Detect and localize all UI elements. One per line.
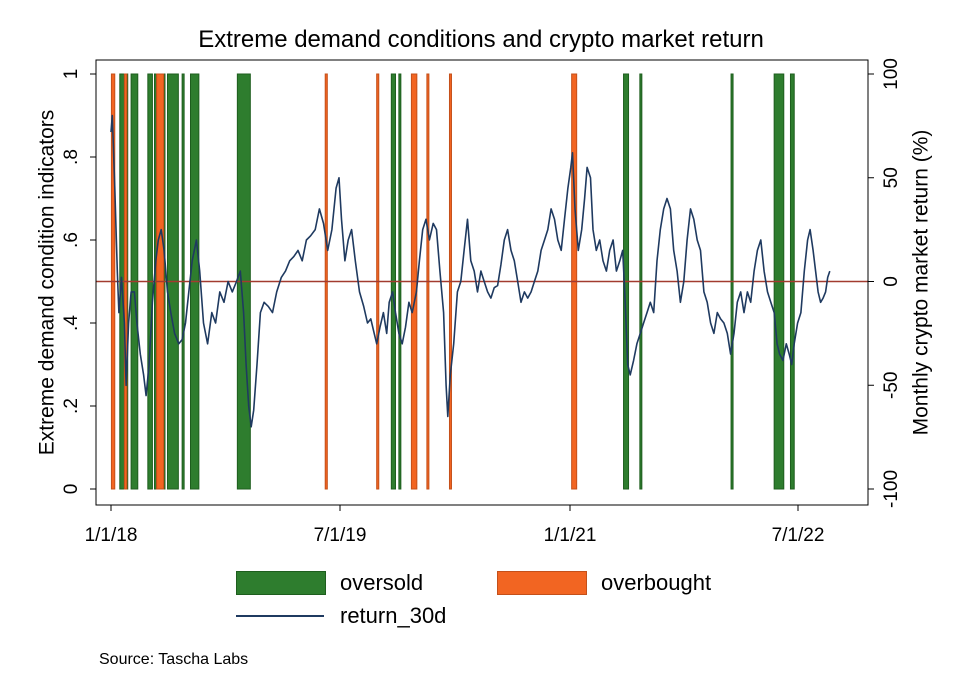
legend-line-return bbox=[236, 615, 324, 617]
x-tick-label: 1/1/21 bbox=[544, 525, 597, 546]
y-right-axis-title: Monthly crypto market return (%) bbox=[910, 130, 933, 436]
y-left-tick-label: .6 bbox=[61, 232, 82, 248]
legend-label-oversold: oversold bbox=[340, 570, 424, 595]
x-tick-label: 7/1/19 bbox=[314, 525, 367, 546]
source-note: Source: Tascha Labs bbox=[99, 651, 249, 668]
y-left-tick-label: 0 bbox=[61, 484, 82, 495]
y-left-tick-label: .8 bbox=[61, 149, 82, 165]
legend-label-overbought: overbought bbox=[601, 570, 712, 595]
axes-layer: 0 .2 .4 .6 .8 1 -100 -50 0 50 100 1/1/18 7/1/19 1/1/2… bbox=[36, 58, 933, 546]
x-tick-label: 7/1/22 bbox=[772, 525, 825, 546]
y-right-tick-label: 0 bbox=[881, 276, 902, 287]
legend-label-return: return_30d bbox=[340, 603, 447, 628]
chart-title: Extreme demand conditions and crypto mar… bbox=[198, 26, 764, 53]
legend-swatch-overbought bbox=[497, 571, 587, 595]
y-left-axis-title: Extreme demand condition indicators bbox=[36, 110, 59, 456]
legend-swatch-oversold bbox=[236, 571, 326, 595]
plot-frame bbox=[95, 59, 869, 506]
y-left-tick-label: 1 bbox=[61, 69, 82, 80]
y-right-tick-label: -100 bbox=[881, 470, 902, 508]
return-30d-line bbox=[110, 114, 831, 428]
y-left-tick-label: .2 bbox=[61, 398, 82, 414]
y-left-tick-label: .4 bbox=[61, 315, 82, 331]
y-right-tick-label: 50 bbox=[881, 167, 902, 188]
x-tick-label: 1/1/18 bbox=[85, 525, 138, 546]
line-layer bbox=[96, 114, 868, 428]
y-right-tick-label: -50 bbox=[881, 372, 902, 399]
y-right-tick-label: 100 bbox=[881, 58, 902, 90]
